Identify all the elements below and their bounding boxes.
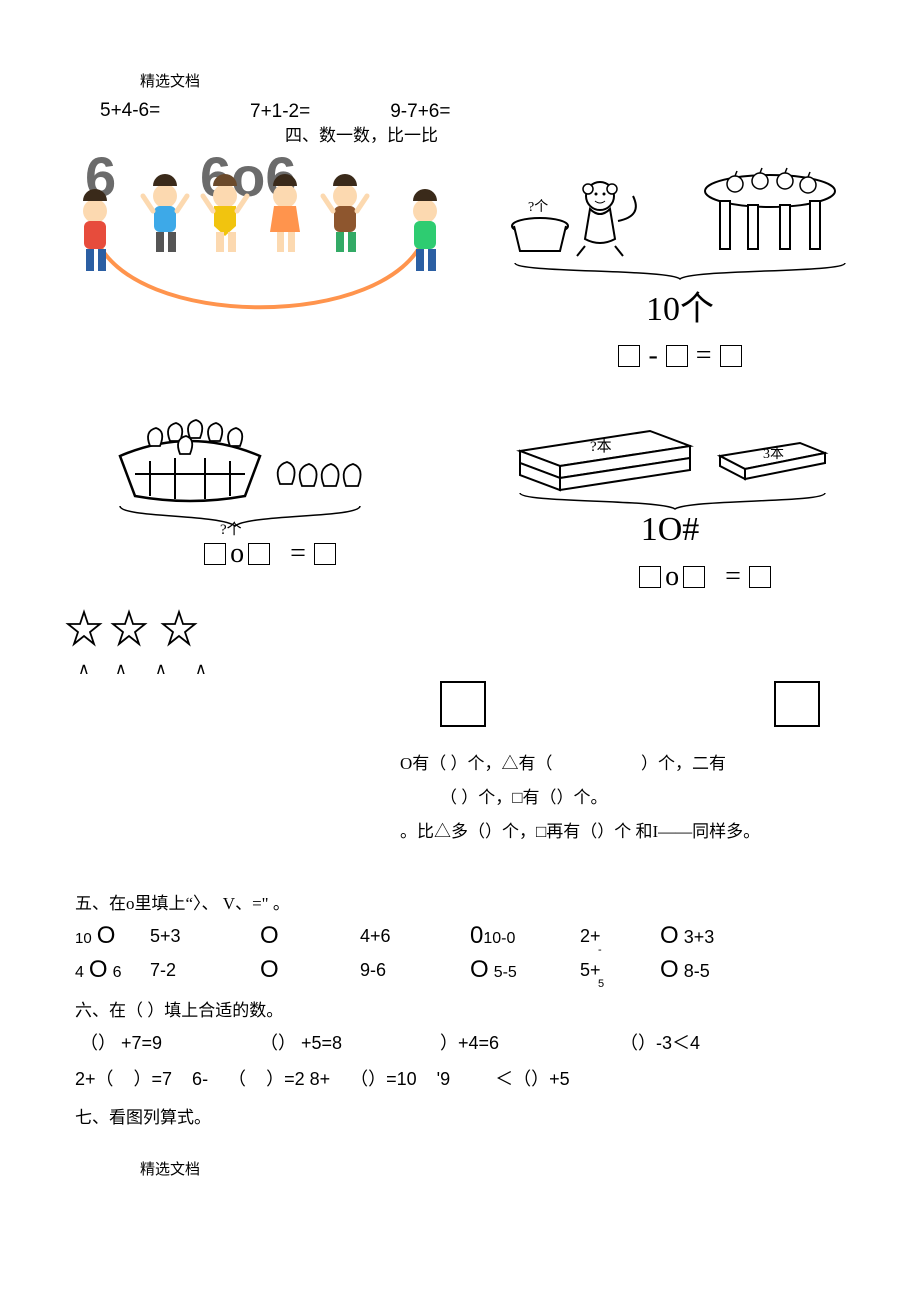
equation-3: 9-7+6= xyxy=(390,101,450,123)
count-compare-text: O有（ ）个，△有（ ）个，二有 （ ）个，□有（）个。 。比△多（）个，□再有… xyxy=(400,747,860,849)
page-footer: 精选文档 xyxy=(140,1158,860,1179)
svg-text:∧: ∧ xyxy=(155,661,167,678)
problems-area: 6 6o6 xyxy=(100,136,860,676)
fill-grid-row2: 2+（ ）=7 6- （ ）=2 8+ （）=10 '9 ＜（）+5 xyxy=(75,1065,860,1091)
monkey-bracket-label: 10个 xyxy=(500,281,860,330)
fill-grid-row1: （） +7=9 （） +5=8 ）+4=6 （）-3＜4 xyxy=(80,1029,860,1055)
stars-figure: ∧ ∧ ∧ ∧ xyxy=(60,606,280,681)
page-header: 精选文档 xyxy=(140,70,860,91)
svg-text:∧: ∧ xyxy=(78,661,90,678)
monkey-apple-figure: ?个 xyxy=(500,151,860,371)
svg-text:3本: 3本 xyxy=(763,446,784,462)
svg-text:∧: ∧ xyxy=(115,661,127,678)
svg-text:∧: ∧ xyxy=(195,661,207,678)
section-6-title: 六、在（ ）填上合适的数。 xyxy=(75,996,860,1021)
section-5-title: 五、在o里填上“〉、 V、=" 。 xyxy=(75,889,860,914)
fruit-basket-figure: ?个 o = xyxy=(90,406,410,606)
svg-text:?个: ?个 xyxy=(528,199,548,215)
svg-text:?本: ?本 xyxy=(590,438,612,455)
empty-square-1 xyxy=(440,681,486,727)
compare-grid: 10 O 5+3 O 4+6 010-0 2+ - O 3+3 4 O 6 7-… xyxy=(75,922,860,984)
equation-row: 5+4-6= 7+1-2= 9-7+6= xyxy=(100,101,860,123)
monkey-formula: - = xyxy=(500,340,860,372)
equation-2: 7+1-2= xyxy=(250,101,310,123)
empty-squares-row xyxy=(440,681,820,727)
books-bracket-label: 1O# xyxy=(480,511,860,549)
svg-text:?个: ?个 xyxy=(220,521,242,536)
books-figure: ?本 3本 1O# o = xyxy=(480,401,860,621)
basket-formula: o = xyxy=(130,538,410,570)
equation-1: 5+4-6= xyxy=(100,101,170,122)
empty-square-2 xyxy=(774,681,820,727)
kids-jumprope-figure: 6 6o6 xyxy=(70,141,450,331)
section-7-title: 七、看图列算式。 xyxy=(75,1103,860,1128)
books-formula: o = xyxy=(550,561,860,593)
